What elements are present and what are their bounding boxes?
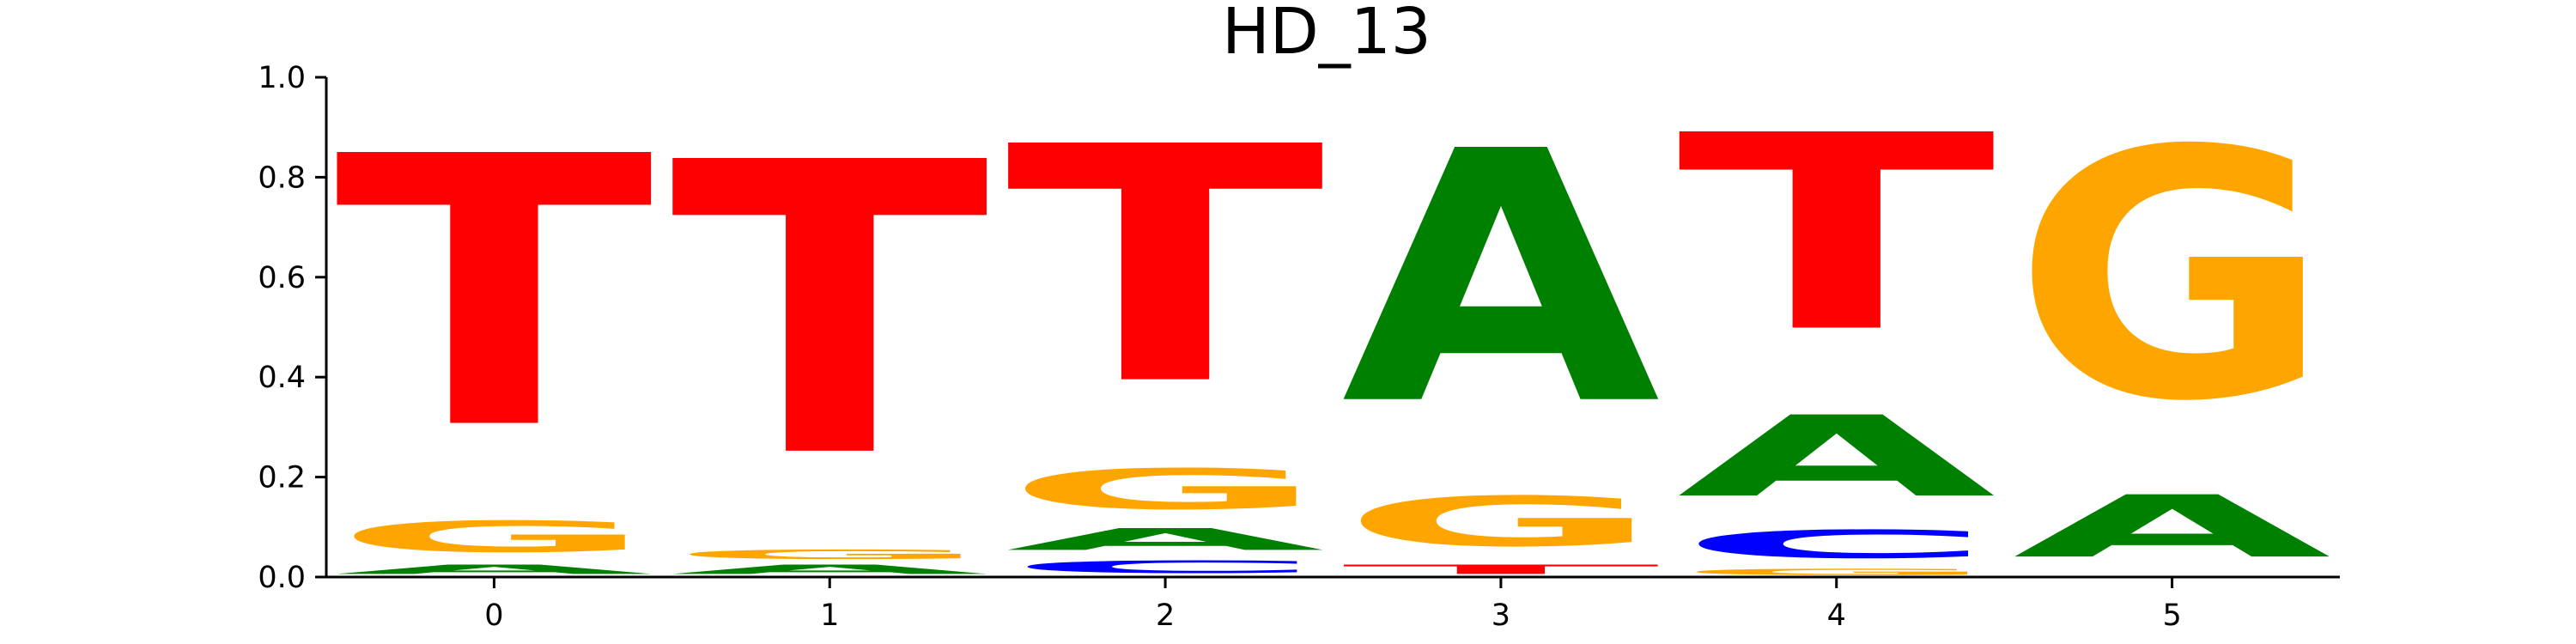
logo-letter-a: A xyxy=(335,562,657,577)
x-tick-label: 1 xyxy=(820,598,839,633)
logo-letter-t: T xyxy=(335,78,656,510)
y-tick-label: 0.4 xyxy=(258,361,306,395)
y-tick-label: 0.0 xyxy=(258,561,306,595)
x-tick-label: 5 xyxy=(2162,598,2181,633)
x-tick-label: 2 xyxy=(1156,598,1175,633)
logo-letter-t: T xyxy=(1005,78,1327,457)
logo-letter-a: A xyxy=(2013,477,2335,577)
logo-letter-a: A xyxy=(1677,392,1999,522)
logo-letter-g: G xyxy=(335,512,653,562)
y-tick-label: 0.6 xyxy=(258,261,306,295)
logo-letter-g: G xyxy=(671,547,989,562)
logo-letter-t: T xyxy=(1341,562,1662,577)
logo-letter-g: G xyxy=(1005,458,1324,522)
logo-letter-g: G xyxy=(1677,567,1996,577)
y-tick-label: 0.2 xyxy=(258,461,306,495)
logo-letter-a: A xyxy=(671,562,993,577)
logo-letter-t: T xyxy=(671,78,992,546)
chart-title: HD_13 xyxy=(1222,0,1431,69)
y-tick-label: 0.8 xyxy=(258,161,306,195)
logo-letter-a: A xyxy=(1005,522,1327,557)
x-tick-label: 4 xyxy=(1827,598,1846,633)
logo-letter-a: A xyxy=(1341,79,1663,481)
logo-letter-g: G xyxy=(2013,79,2331,476)
axes: 0.0 0.2 0.4 0.6 0.8 1.0 0 1 2 3 4 5 xyxy=(258,61,2340,633)
logo-letter-c: C xyxy=(1677,522,1996,567)
logo-letter-t: T xyxy=(1677,78,1998,392)
y-tick-label: 1.0 xyxy=(258,61,306,95)
logo-letter-g: G xyxy=(1341,483,1660,562)
x-tick-label: 3 xyxy=(1492,598,1510,633)
x-tick-label: 0 xyxy=(484,598,503,633)
logo-letter-c: C xyxy=(1005,557,1324,577)
